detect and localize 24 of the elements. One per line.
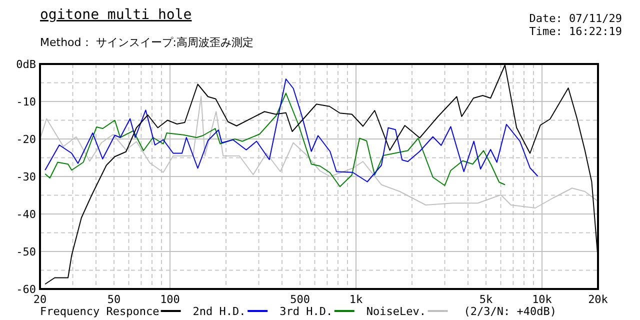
y-tick-label: -60: [16, 283, 36, 296]
y-tick-label: 0dB: [16, 58, 36, 71]
text: Date: 07/11/29: [529, 12, 622, 25]
x-tick-label: 500: [290, 293, 310, 306]
x-tick-label: 100: [160, 293, 180, 306]
x-tick-label: 50: [107, 293, 121, 306]
x-tick-label: 20k: [588, 293, 608, 306]
y-tick-label: -40: [16, 208, 36, 221]
legend-label: NoiseLev.: [366, 305, 426, 318]
y-tick-label: -10: [16, 96, 36, 108]
legend-label: 2nd H.D.: [192, 305, 246, 318]
y-tick-label: -20: [16, 133, 36, 146]
x-tick-label: 10k: [532, 293, 552, 306]
chart-title: ogitone multi hole: [40, 7, 192, 23]
y-tick-label: -50: [16, 246, 36, 258]
text: Time: 16:22:19: [529, 25, 622, 38]
legend-label: Frequency Responce: [40, 305, 160, 318]
chart-subtitle: Method： サインスイープ:高周波歪み測定: [40, 36, 254, 49]
legend-label: 3rd H.D.: [280, 305, 333, 318]
x-tick-label: 5k: [479, 293, 494, 306]
x-tick-label: 20: [33, 293, 47, 306]
x-tick-label: 1k: [349, 293, 364, 306]
text: (2/3/N: +40dB): [464, 305, 557, 318]
y-tick-label: -30: [16, 170, 36, 184]
